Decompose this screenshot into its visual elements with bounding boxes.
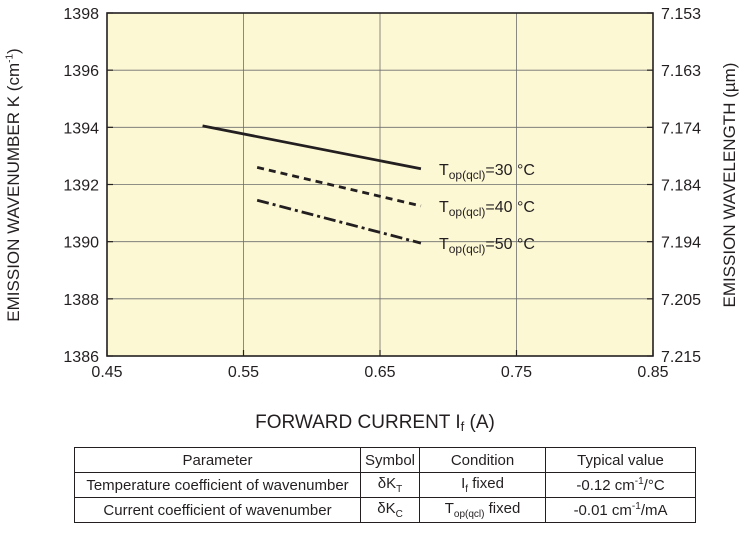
header-typical-value: Typical value (545, 447, 697, 473)
tick-labels: 0.45 0.55 0.65 0.75 0.85 1386 7.215 1388 7.205 13… (63, 6, 701, 381)
header-parameter: Parameter (74, 447, 361, 473)
y-label-tail: ) (4, 48, 23, 54)
parameter-table: Parameter Symbol Condition Typical value… (74, 447, 697, 523)
symbol-main: δK (377, 500, 396, 517)
symbol-sub: T (396, 484, 403, 495)
cell-value: -0.12 cm-1/°C (545, 472, 697, 498)
cell-symbol: δKT (359, 472, 421, 498)
y-tick-label: 1396 (63, 63, 99, 80)
cell-value: -0.01 cm-1/mA (545, 497, 697, 523)
x-tick-label: 0.65 (364, 364, 395, 381)
x-label-text: FORWARD CURRENT I (255, 412, 461, 433)
series-label: Top(qcl)=30 °C (439, 162, 535, 182)
y2-tick-label: 7.194 (661, 235, 701, 252)
y-axis-label-left: EMISSION WAVENUMBER K (cm-1) (4, 48, 24, 321)
y2-tick-label: 7.174 (661, 120, 701, 137)
y-label-sup: -1 (4, 53, 16, 63)
header-condition: Condition (419, 447, 547, 473)
x-tick-label: 0.85 (637, 364, 668, 381)
y2-tick-label: 7.184 (661, 178, 701, 195)
x-tick-label: 0.55 (228, 364, 259, 381)
y-label-text: EMISSION WAVENUMBER K (cm (4, 62, 23, 322)
value-main: -0.01 cm (573, 502, 632, 519)
condition-main: T (444, 500, 454, 517)
cell-condition: If fixed (419, 472, 547, 498)
x-axis-label: FORWARD CURRENT If (A) (0, 412, 750, 434)
y-tick-label: 1394 (63, 120, 99, 137)
cell-parameter: Current coefficient of wavenumber (74, 497, 361, 523)
condition-tail: fixed (484, 500, 521, 517)
y2-tick-label: 7.205 (661, 292, 701, 309)
condition-sub: op(qcl) (453, 509, 485, 520)
value-sup: -1 (634, 476, 644, 487)
y-tick-label: 1392 (63, 178, 99, 195)
y-tick-label: 1398 (63, 6, 99, 23)
series-line (256, 198, 422, 245)
cell-condition: Top(qcl) fixed (419, 497, 547, 523)
series-labels: Top(qcl)=30 °C Top(qcl)=40 °C Top(qcl)=50 … (439, 162, 535, 256)
series-lines (202, 124, 422, 245)
y2-label-text: EMISSION WAVELENGTH (µm) (720, 62, 739, 308)
x-label-tail: (A) (464, 412, 495, 433)
cell-symbol: δKC (359, 497, 421, 523)
value-sup: -1 (631, 501, 641, 512)
condition-sub: f (465, 484, 469, 495)
condition-main: I (461, 475, 466, 492)
value-tail: /mA (640, 502, 668, 519)
x-tick-label: 0.45 (91, 364, 122, 381)
y2-tick-label: 7.215 (661, 349, 701, 366)
table-row: Current coefficient of wavenumber δKC To… (74, 497, 697, 523)
y-tick-label: 1388 (63, 292, 99, 309)
table-row: Temperature coefficient of wavenumber δK… (74, 472, 697, 498)
emission-chart: 0.45 0.55 0.65 0.75 0.85 1386 7.215 1388 7.205 13… (63, 6, 701, 381)
table-header-row: Parameter Symbol Condition Typical value (74, 447, 697, 473)
y-axis-label-right: EMISSION WAVELENGTH (µm) (720, 63, 740, 308)
y-tick-label: 1390 (63, 235, 99, 252)
symbol-sub: C (395, 509, 403, 520)
value-main: -0.12 cm (576, 477, 635, 494)
y2-tick-label: 7.153 (661, 6, 701, 23)
condition-tail: fixed (468, 475, 504, 492)
value-tail: /°C (643, 477, 665, 494)
cell-parameter: Temperature coefficient of wavenumber (74, 472, 361, 498)
series-line (256, 165, 422, 208)
series-label: Top(qcl)=40 °C (439, 199, 535, 219)
series-line (202, 124, 422, 171)
y2-tick-label: 7.163 (661, 63, 701, 80)
y-tick-label: 1386 (63, 349, 99, 366)
symbol-main: δK (377, 475, 397, 492)
x-tick-label: 0.75 (501, 364, 532, 381)
plot-border (106, 12, 654, 357)
series-label: Top(qcl)=50 °C (439, 236, 535, 256)
header-symbol: Symbol (359, 447, 421, 473)
x-label-sub: f (460, 419, 465, 434)
